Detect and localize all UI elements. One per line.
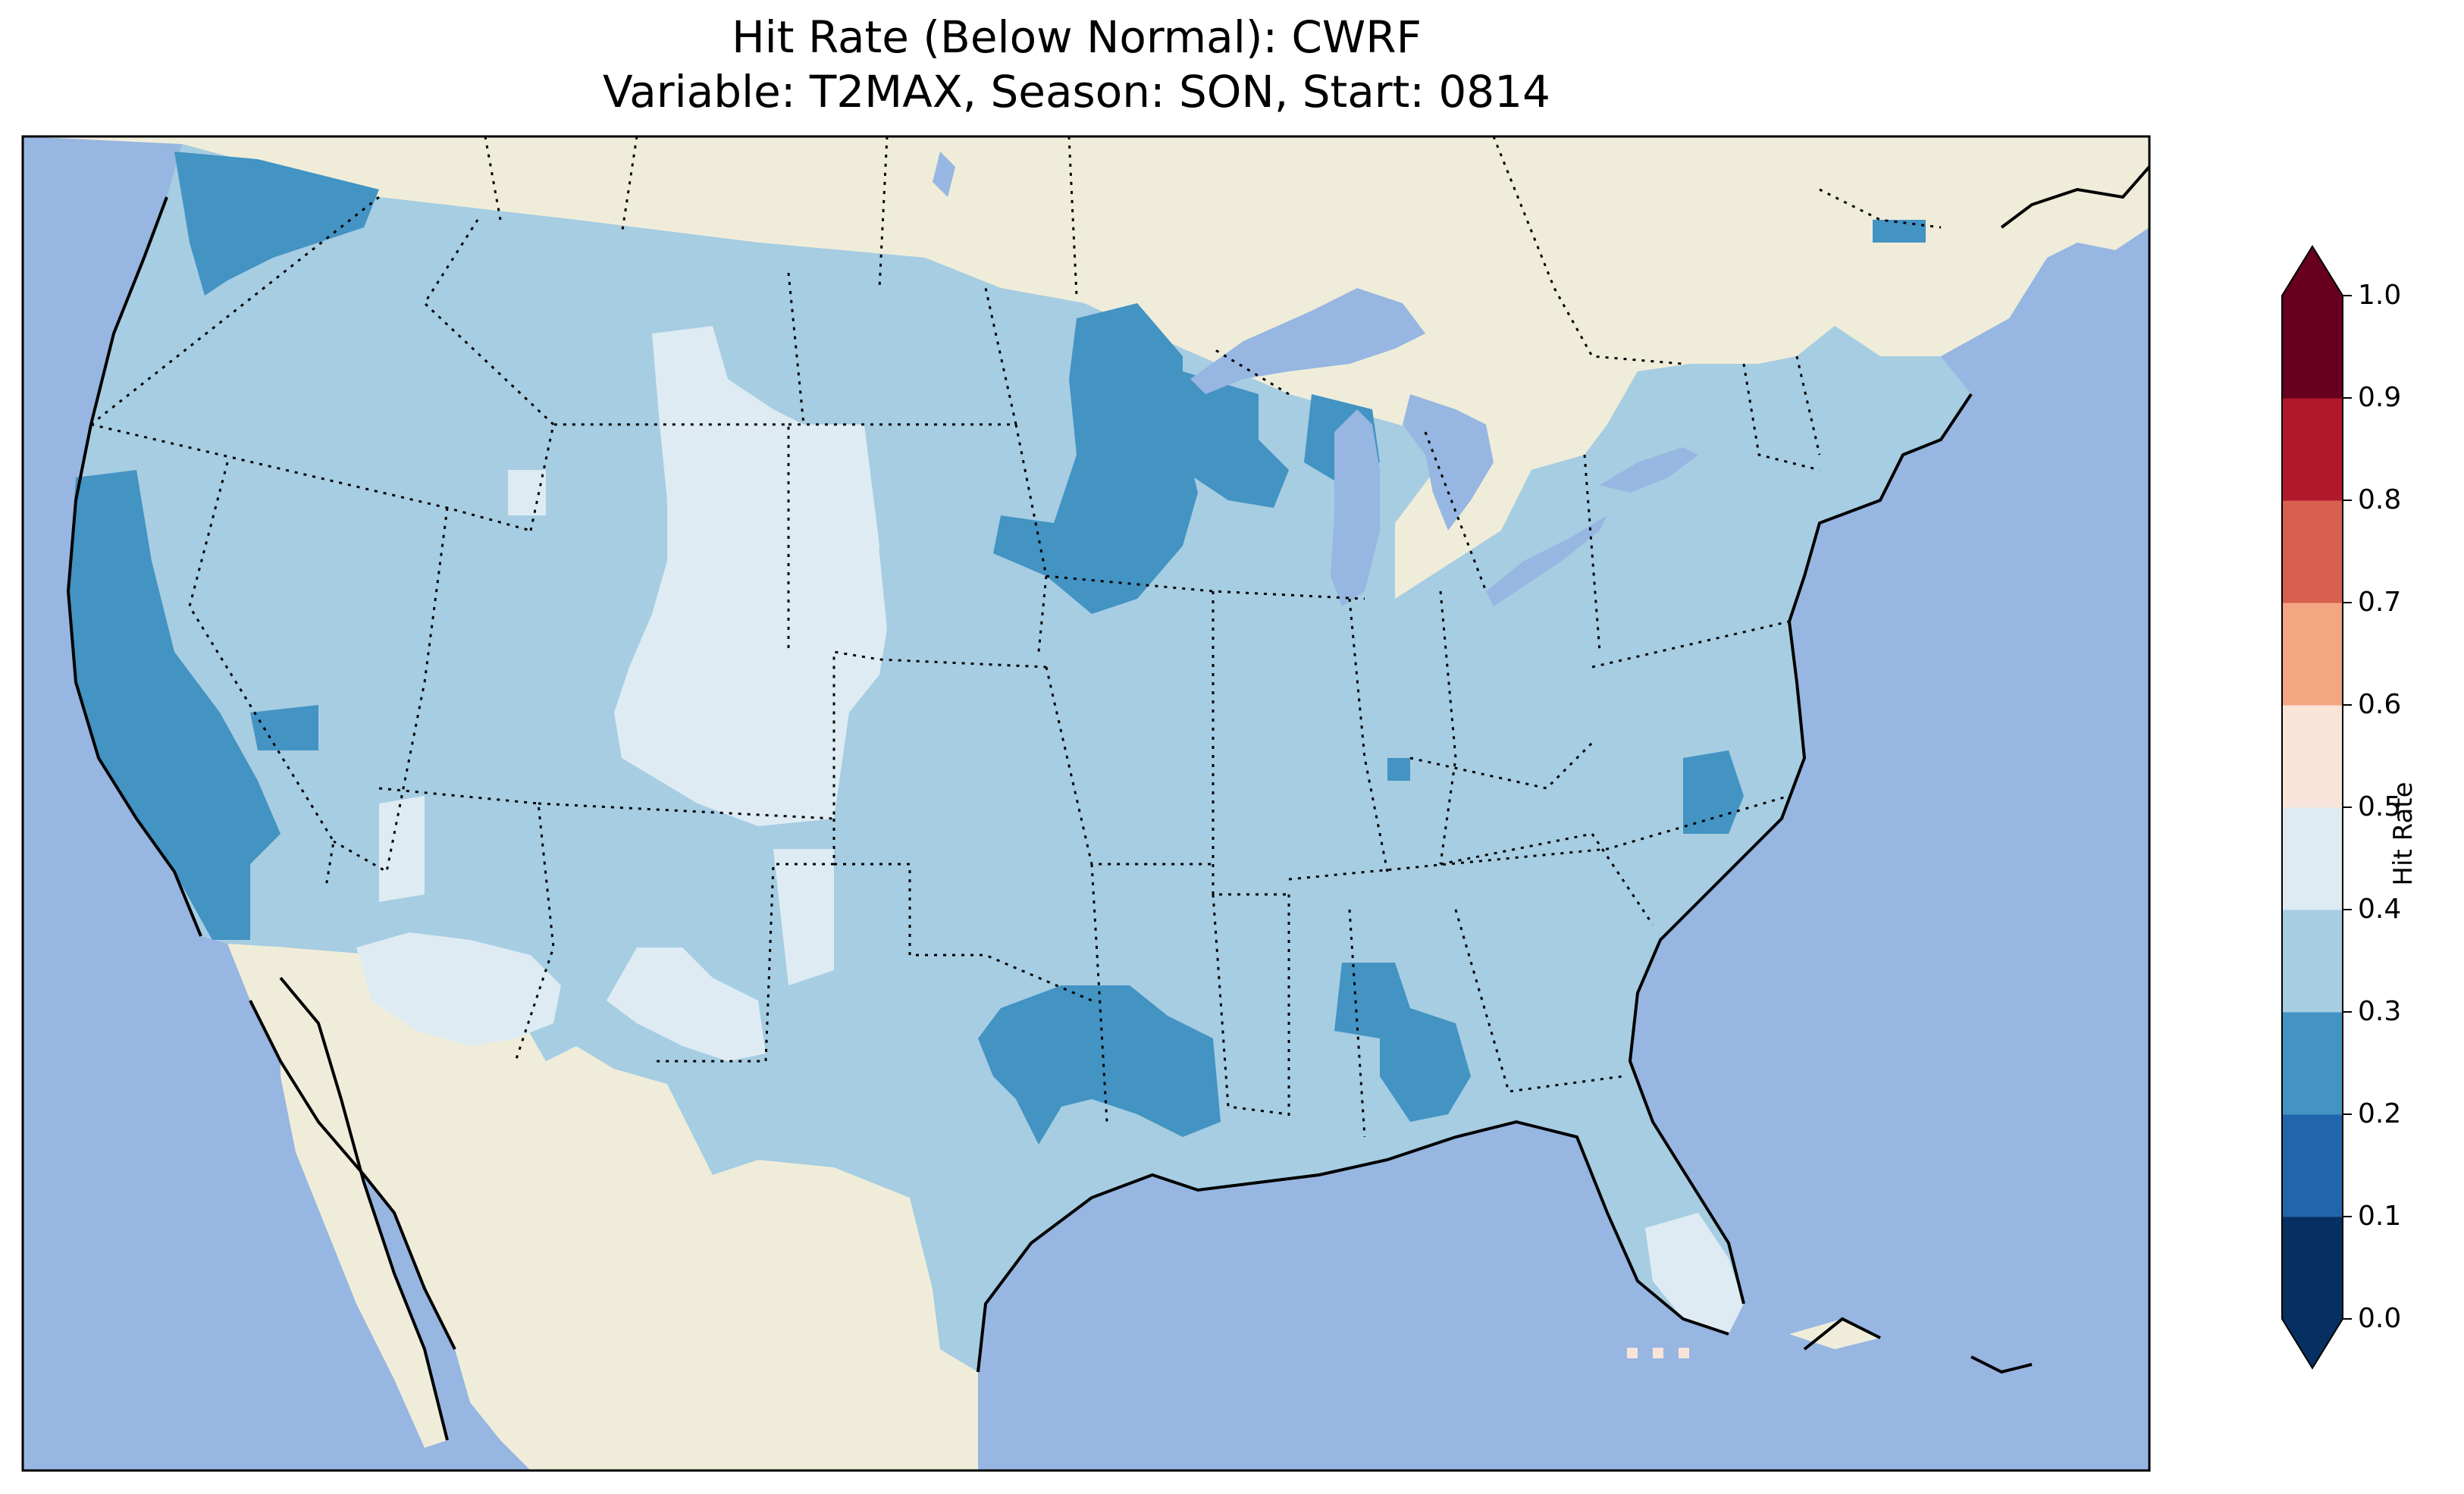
patch-washington xyxy=(174,152,379,296)
colorbar-extend-max xyxy=(2282,246,2343,296)
patch-alabama xyxy=(1334,963,1471,1122)
colorbar-bin xyxy=(2282,1114,2343,1217)
colorbar-tick-label: 0.5 xyxy=(2358,791,2402,822)
colorbar-bin xyxy=(2282,603,2343,706)
colorbar-tick-label: 0.1 xyxy=(2358,1201,2402,1232)
colorbar-bin xyxy=(2282,910,2343,1013)
lake-winnipeg-small xyxy=(933,152,955,197)
keys-cells xyxy=(1627,1348,1689,1358)
patch-ky-small xyxy=(1387,758,1410,781)
lake-superior xyxy=(1190,288,1425,394)
patch-new-mexico xyxy=(607,947,766,1061)
patch-nm-strip xyxy=(773,849,834,985)
hitrate-0.4-0.5-regions xyxy=(356,326,1744,1334)
patch-idaho-small xyxy=(508,470,546,515)
colorbar-extend-min xyxy=(2282,1319,2343,1368)
colorbar-bin xyxy=(2282,1012,2343,1115)
colorbar-tick-label: 0.4 xyxy=(2358,894,2402,925)
patch-maine xyxy=(1873,220,1926,243)
lake-michigan xyxy=(1331,409,1380,606)
patch-arizona xyxy=(356,932,561,1046)
lake-ontario xyxy=(1600,447,1698,493)
international-boundaries xyxy=(484,136,1942,365)
patch-nevada-small xyxy=(250,705,318,750)
baja-california-land xyxy=(281,978,447,1448)
map-frame xyxy=(21,135,2151,1472)
colorbar-tick-label: 0.2 xyxy=(2358,1098,2402,1129)
colorbar-bin xyxy=(2282,296,2343,399)
colorbar-bin xyxy=(2282,807,2343,910)
lake-erie xyxy=(1486,515,1607,606)
patch-wisconsin xyxy=(1183,371,1289,508)
colorbar-label: Hit Rate xyxy=(2388,781,2419,886)
patch-nevada-strip xyxy=(379,796,425,902)
colorbar-tick-label: 0.9 xyxy=(2358,382,2402,413)
great-lakes xyxy=(933,152,1698,606)
canada-land xyxy=(23,136,2149,599)
coastlines xyxy=(66,165,2149,1441)
state-boundaries xyxy=(90,196,1821,1138)
patch-nebraska-band xyxy=(788,424,879,652)
colorbar xyxy=(2281,245,2352,1370)
colorbar-tick-label: 0.6 xyxy=(2358,689,2402,720)
colorbar-tick-label: 1.0 xyxy=(2358,280,2402,311)
patch-south-florida xyxy=(1645,1213,1744,1334)
colorbar-tick-label: 0.0 xyxy=(2358,1303,2402,1334)
map-subtitle: Variable: T2MAX, Season: SON, Start: 081… xyxy=(603,66,1550,117)
colorbar-bin xyxy=(2282,705,2343,808)
map-axes xyxy=(23,136,2149,1471)
colorbar-tick-label: 0.8 xyxy=(2358,484,2402,515)
colorbar-tick-label: 0.7 xyxy=(2358,587,2402,618)
lake-huron xyxy=(1403,394,1494,531)
patch-california xyxy=(68,470,281,940)
colorbar-tick-label: 0.3 xyxy=(2358,996,2402,1027)
map-title: Hit Rate (Below Normal): CWRF xyxy=(732,11,1422,63)
conus-hitrate-field xyxy=(68,144,1971,1372)
colorbar-bin xyxy=(2282,398,2343,501)
mexico-land xyxy=(201,936,978,1471)
colorbar-bin xyxy=(2282,1217,2343,1320)
patch-texas-la xyxy=(978,985,1221,1145)
colorbar-bin xyxy=(2282,500,2343,603)
patch-minnesota xyxy=(993,303,1198,614)
